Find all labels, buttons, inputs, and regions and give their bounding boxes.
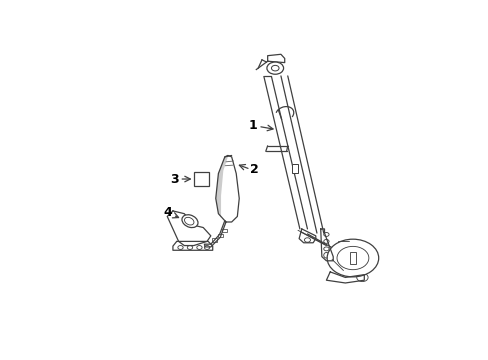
Circle shape [187, 246, 192, 249]
Circle shape [196, 246, 202, 249]
Ellipse shape [184, 217, 194, 225]
Bar [349, 252, 355, 264]
Text: 1: 1 [247, 119, 256, 132]
Polygon shape [215, 157, 227, 218]
Bar [211, 238, 217, 242]
Circle shape [336, 246, 368, 270]
Circle shape [356, 273, 367, 282]
Circle shape [204, 246, 209, 249]
Circle shape [323, 233, 328, 237]
Circle shape [271, 66, 279, 71]
Circle shape [266, 62, 283, 74]
Circle shape [323, 247, 328, 251]
Text: 2: 2 [249, 163, 258, 176]
Ellipse shape [182, 215, 198, 228]
Ellipse shape [323, 252, 328, 258]
Circle shape [178, 246, 183, 249]
Circle shape [323, 239, 328, 243]
Bar [217, 234, 223, 237]
Circle shape [326, 239, 378, 277]
Bar [194, 172, 208, 186]
Text: 4: 4 [163, 206, 172, 219]
Bar [222, 229, 227, 232]
Text: 3: 3 [169, 172, 178, 185]
Circle shape [304, 238, 310, 242]
Bar [291, 164, 298, 173]
